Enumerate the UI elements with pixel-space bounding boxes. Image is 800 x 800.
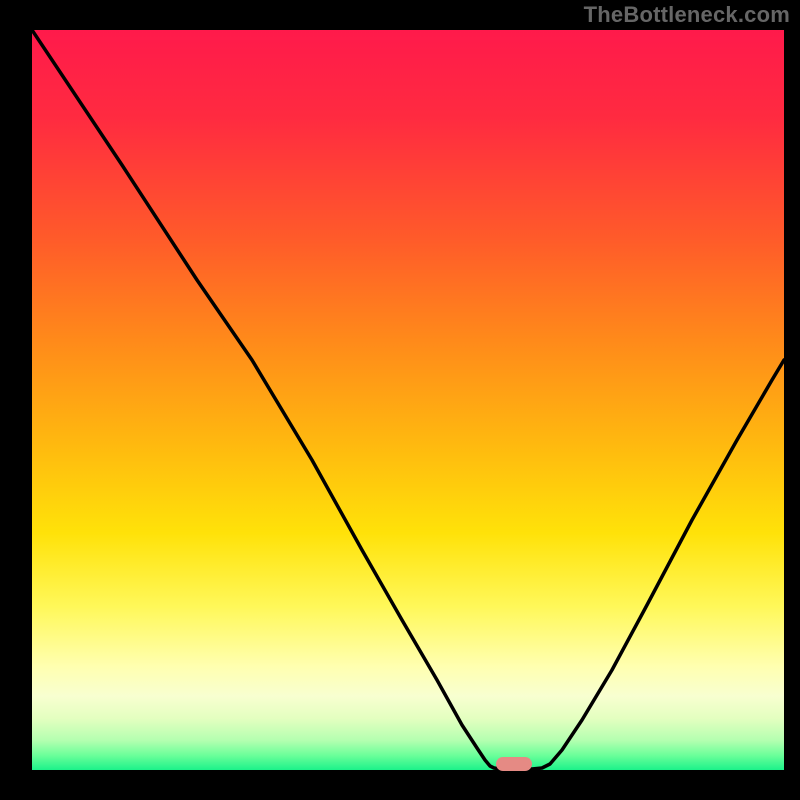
optimal-point-marker — [496, 757, 532, 771]
chart-curve-svg — [32, 30, 784, 770]
chart-plot-area — [32, 30, 784, 770]
bottleneck-curve — [32, 30, 784, 769]
watermark-text: TheBottleneck.com — [584, 2, 790, 28]
